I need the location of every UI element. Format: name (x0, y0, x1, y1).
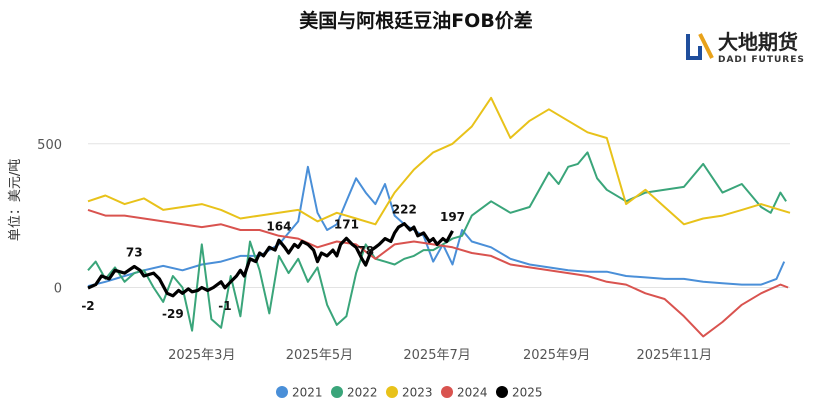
series-line-2024 (87, 208, 789, 338)
series-line-2023 (87, 96, 791, 226)
logo-name-en: DADI FUTURES (718, 55, 805, 65)
chart-title: 美国与阿根廷豆油FOB价差 (299, 9, 533, 32)
legend: 2021 2022 2023 2024 2025 (276, 386, 543, 400)
legend-label-2023: 2023 (402, 386, 433, 400)
logo-name-cn: 大地期货 (718, 30, 798, 54)
legend-marker-2023 (386, 386, 398, 398)
series-line-2022 (87, 151, 787, 332)
series-lines (87, 96, 791, 338)
legend-marker-2025 (496, 386, 508, 398)
legend-label-2025: 2025 (512, 386, 543, 400)
data-label: -2 (81, 299, 94, 313)
x-axis-ticks: 2025年3月 2025年5月 2025年7月 2025年9月 2025年11月 (168, 348, 712, 363)
data-label: 78 (357, 244, 374, 258)
legend-label-2021: 2021 (292, 386, 323, 400)
x-tick-label: 2025年3月 (168, 348, 235, 363)
y-tick-label: 500 (37, 138, 62, 153)
x-tick-label: 2025年5月 (286, 348, 353, 363)
data-label: 73 (126, 246, 143, 260)
data-label: -1 (218, 299, 231, 313)
legend-marker-2021 (276, 386, 288, 398)
x-tick-label: 2025年11月 (636, 348, 712, 363)
data-label: 222 (392, 203, 417, 217)
company-logo: 大地期货 DADI FUTURES (686, 30, 805, 65)
x-tick-label: 2025年7月 (403, 348, 470, 363)
data-labels: -2 73 -29 -1 164 171 78 222 197 (81, 203, 465, 321)
data-label: -29 (162, 307, 184, 321)
series-line-2025 (87, 222, 454, 298)
legend-marker-2024 (441, 386, 453, 398)
x-tick-label: 2025年9月 (523, 348, 590, 363)
data-label: 197 (440, 210, 465, 224)
legend-label-2022: 2022 (347, 386, 378, 400)
legend-label-2024: 2024 (457, 386, 488, 400)
y-axis-label: 单位：美元/吨 (8, 159, 23, 241)
y-tick-label: 0 (54, 282, 62, 297)
data-label: 171 (334, 217, 359, 231)
legend-marker-2022 (331, 386, 343, 398)
data-label: 164 (266, 219, 291, 233)
y-axis-ticks: 0 500 (37, 138, 62, 297)
logo-mark-icon (686, 33, 714, 60)
